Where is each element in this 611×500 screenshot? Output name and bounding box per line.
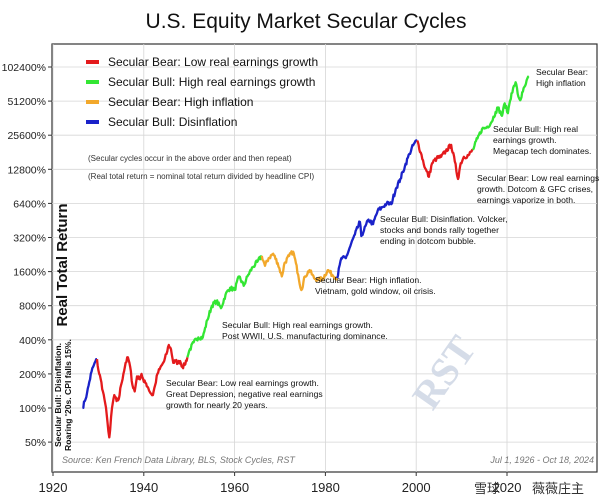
annotation-line: Secular Bull: Disinflation. Volcker,	[380, 214, 508, 224]
y-tick-label: 800%	[19, 301, 46, 313]
source-note: Source: Ken French Data Library, BLS, St…	[62, 455, 296, 465]
annotation-line: Secular Bear: Low real earnings growth.	[166, 378, 319, 388]
y-tick-label: 25600%	[7, 130, 46, 142]
y-tick-label: 200%	[19, 369, 46, 381]
annotation-line: High inflation	[536, 78, 586, 88]
annotation-line: Great Depression, negative real earnings	[166, 389, 323, 399]
legend: Secular Bear: Low real earnings growth Se…	[86, 55, 318, 129]
series-line	[186, 254, 263, 358]
bottom-watermark: 雪球 薇薇庄主	[474, 481, 584, 497]
y-tick-label: 50%	[25, 437, 46, 449]
side-note-line: Roaring '20s. CPI falls 15%.	[63, 339, 73, 451]
y-tick-label: 100%	[19, 403, 46, 415]
y-axis: 50% 100% 200% 400% 800% 1600% 3200% 6400% 12800%…	[2, 62, 52, 449]
y-tick-label: 102400%	[2, 62, 46, 74]
annotation-line: ending in dotcom bubble.	[380, 236, 476, 246]
series-line	[82, 357, 98, 410]
annotation-line: Megacap tech dominates.	[493, 146, 591, 156]
annotations: Secular Bear:High inflation Secular Bull:…	[166, 67, 599, 410]
y-tick-label: 51200%	[7, 96, 46, 108]
bottom-mark-text: 雪球	[474, 482, 500, 497]
date-range-note: Jul 1, 1926 - Oct 18, 2024	[489, 455, 594, 465]
legend-label: Secular Bear: Low real earnings growth	[108, 55, 318, 69]
annotation-line: Secular Bull: High real	[493, 124, 578, 134]
y-tick-label: 400%	[19, 335, 46, 347]
chart-note: (Real total return = nominal total retur…	[88, 172, 314, 181]
x-tick-label: 2000	[402, 480, 431, 495]
y-tick-label: 1600%	[13, 267, 46, 279]
plot-area	[51, 43, 598, 473]
y-axis-label: Real Total Return	[54, 203, 71, 326]
x-tick-label: 1920	[39, 480, 68, 495]
series-line	[416, 139, 474, 181]
legend-label: Secular Bear: High inflation	[108, 95, 253, 109]
annotation-line: Post WWII, U.S. manufacturing dominance.	[222, 331, 388, 341]
annotation-line: growth for nearly 20 years.	[166, 400, 268, 410]
legend-label: Secular Bull: High real earnings growth	[108, 75, 315, 89]
series-line	[260, 250, 339, 292]
y-tick-label: 3200%	[13, 233, 46, 245]
grid	[52, 44, 597, 472]
side-note: Secular Bull: Disinflation. Roaring '20s.…	[53, 339, 73, 451]
x-tick-label: 2020	[493, 480, 522, 495]
annotation-line: Vietnam, gold window, oil crisis.	[315, 286, 436, 296]
annotation-line: Secular Bull: High real earnings growth.	[222, 320, 373, 330]
annotation-line: Secular Bear:	[536, 67, 588, 77]
series-lines	[82, 75, 530, 439]
x-tick-label: 1980	[311, 480, 340, 495]
y-tick-label: 6400%	[13, 198, 46, 210]
x-axis: 1920 1940 1960 1980 2000 2020	[39, 472, 522, 495]
annotation-line: growth. Dotcom & GFC crises,	[477, 184, 593, 194]
annotation-line: earnings growth.	[493, 135, 557, 145]
series-line	[471, 75, 530, 151]
x-tick-label: 1960	[220, 480, 249, 495]
annotation-line: Secular Bear: Low real earnings	[477, 173, 599, 183]
x-tick-label: 1940	[129, 480, 158, 495]
chart-note: (Secular cycles occur in the above order…	[88, 154, 292, 163]
notes: (Secular cycles occur in the above order…	[88, 154, 314, 181]
annotation-line: Secular Bear: High inflation.	[315, 275, 422, 285]
series-line	[336, 139, 418, 279]
bottom-mark-text: 薇薇庄主	[532, 481, 584, 497]
annotation-line: stocks and bonds rally together	[380, 225, 499, 235]
chart-title: U.S. Equity Market Secular Cycles	[146, 10, 467, 33]
annotation-line: earnings vaporize in both.	[477, 195, 575, 205]
side-note-line: Secular Bull: Disinflation.	[53, 343, 63, 447]
y-tick-label: 12800%	[7, 164, 46, 176]
series-line	[95, 343, 189, 439]
legend-label: Secular Bull: Disinflation	[108, 115, 237, 129]
